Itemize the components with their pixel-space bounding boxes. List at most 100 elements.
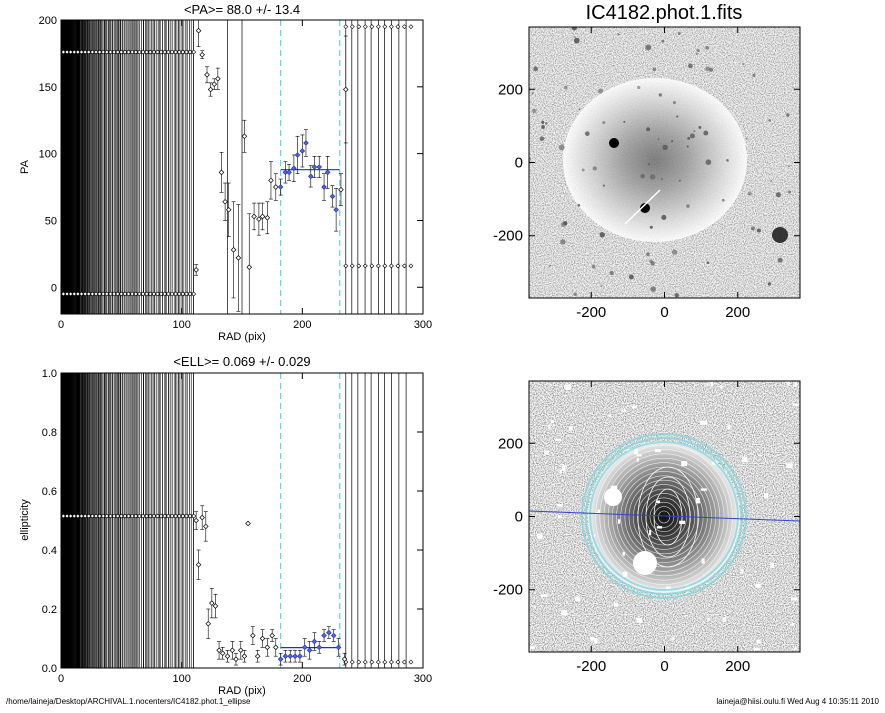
galaxy-image-panel: IC4182.phot.1.fits -200 0 200 200 0 -200: [493, 2, 801, 321]
data-point: [211, 81, 218, 87]
mask-patch: [561, 465, 566, 471]
star: [573, 37, 580, 44]
star: [742, 62, 745, 66]
star: [726, 159, 729, 162]
data-point: [207, 86, 214, 93]
data-point: [193, 517, 199, 524]
star: [600, 285, 603, 288]
pa-chart-constant-rows: [60, 24, 414, 297]
star: [564, 85, 568, 90]
mask-patch: [764, 493, 768, 499]
star: [747, 191, 752, 196]
star: [772, 227, 788, 243]
data-point: [268, 177, 274, 184]
x-tick-label: 300: [414, 319, 432, 331]
constant-marker: [382, 659, 388, 665]
mask-patch: [569, 426, 573, 431]
star: [646, 127, 651, 132]
constant-marker: [395, 263, 401, 269]
data-point: [324, 169, 331, 176]
star: [674, 293, 679, 298]
constant-marker: [191, 49, 197, 55]
mask-patch: [701, 558, 705, 564]
constant-marker: [408, 659, 414, 665]
star: [706, 261, 710, 264]
constant-marker: [349, 659, 355, 665]
mask-patch: [597, 509, 601, 514]
footer-path: /home/laineja/Desktop/ARCHIVAL.1.nocente…: [6, 697, 251, 706]
star: [531, 92, 534, 95]
data-point: [342, 86, 349, 93]
y-tick-label: 150: [39, 82, 57, 94]
data-point: [294, 152, 301, 158]
mask-patch: [740, 568, 744, 574]
mask-patch: [700, 420, 707, 425]
ellipticity-chart-xlabel: RAD (pix): [218, 685, 266, 697]
star: [578, 108, 581, 111]
star: [677, 32, 681, 36]
constant-marker: [408, 24, 414, 30]
mask-patch: [770, 563, 775, 569]
constant-marker: [349, 24, 355, 30]
data-point: [193, 267, 199, 273]
star: [705, 66, 710, 72]
data-point: [277, 656, 284, 662]
mask-patch: [755, 583, 761, 588]
pa-chart-points: [193, 19, 349, 315]
star: [649, 225, 653, 229]
constant-marker: [395, 24, 401, 30]
image-y-tick-label: 200: [498, 435, 523, 452]
data-point: [277, 184, 284, 190]
constant-marker: [369, 24, 375, 30]
mask-patch: [654, 449, 661, 453]
star: [788, 165, 790, 168]
star: [658, 93, 663, 97]
constant-marker: [362, 263, 368, 269]
star: [646, 252, 650, 257]
x-tick-label: 200: [293, 673, 311, 685]
x-tick-label: 0: [58, 319, 64, 331]
star: [775, 192, 781, 198]
constant-marker: [356, 263, 362, 269]
constant-marker: [343, 24, 349, 30]
star: [768, 119, 772, 122]
constant-marker: [408, 263, 414, 269]
constant-marker: [343, 263, 349, 269]
mask-patch: [634, 448, 638, 455]
data-point: [264, 214, 271, 221]
mask-patch: [544, 450, 549, 455]
ellipticity-chart-outer-lines: [345, 373, 407, 668]
pa-chart-xlabel: RAD (pix): [218, 331, 266, 343]
mask-patch: [753, 647, 760, 651]
star: [745, 137, 748, 140]
mask-patch: [622, 551, 625, 556]
mask-patch: [792, 403, 799, 406]
mask-patch: [684, 584, 692, 590]
star: [628, 274, 634, 280]
star: [705, 45, 710, 50]
data-point: [299, 148, 306, 154]
data-point: [230, 247, 237, 253]
mask-patch: [551, 419, 554, 424]
mask-patch: [558, 515, 563, 519]
constant-marker: [362, 659, 368, 665]
constant-marker: [356, 659, 362, 665]
constant-marker: [191, 291, 197, 297]
mask-patch: [695, 497, 701, 504]
star: [657, 138, 660, 141]
ellipticity-chart: <ELL>= 0.069 +/- 0.029 0 100 200 3000.00.20…: [19, 354, 432, 697]
image-y-tick-label: 0: [515, 509, 523, 526]
x-tick-label: 300: [414, 673, 432, 685]
data-point: [311, 164, 318, 170]
data-point: [306, 647, 313, 654]
star: [577, 203, 581, 207]
data-point: [229, 647, 236, 654]
image-y-tick-label: -200: [493, 582, 523, 599]
mask-patch: [672, 636, 675, 640]
mask-patch: [575, 596, 580, 602]
data-point: [215, 76, 221, 82]
star: [649, 259, 653, 263]
star: [756, 228, 761, 233]
data-point: [195, 27, 202, 34]
star: [545, 122, 548, 125]
